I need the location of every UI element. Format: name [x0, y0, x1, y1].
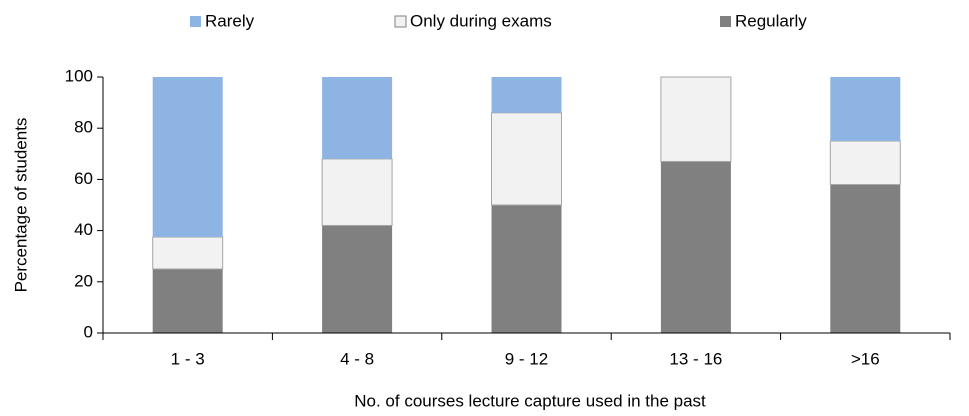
- bar-segment: [829, 140, 901, 186]
- legend-label: Regularly: [735, 11, 807, 30]
- y-tick-label: 40: [74, 220, 93, 239]
- legend-label: Only during exams: [410, 11, 552, 30]
- y-tick-label: 0: [84, 322, 93, 341]
- x-tick-label: 1 - 3: [171, 349, 205, 368]
- bar-segment: [321, 158, 393, 226]
- legend-label: Rarely: [205, 11, 255, 30]
- y-tick-label: 60: [74, 169, 93, 188]
- x-tick-label: >16: [851, 349, 880, 368]
- bar-segment: [830, 77, 901, 141]
- legend-swatch: [394, 15, 407, 28]
- bar-segment: [660, 161, 731, 333]
- y-tick-label: 100: [65, 66, 93, 85]
- x-tick-label: 9 - 12: [505, 349, 548, 368]
- bar-segment: [152, 236, 224, 270]
- legend-swatch: [190, 16, 201, 27]
- y-axis-label: Percentage of students: [11, 118, 30, 293]
- bar-segment: [491, 77, 562, 113]
- bar-segment: [491, 112, 562, 206]
- bar-segment: [322, 225, 393, 333]
- y-tick-label: 80: [74, 118, 93, 137]
- bar-segment: [491, 205, 562, 333]
- x-tick-label: 4 - 8: [340, 349, 374, 368]
- bar-segment: [152, 77, 223, 237]
- x-tick-label: 13 - 16: [669, 349, 722, 368]
- bar-segment: [322, 77, 393, 159]
- bar-segment: [660, 76, 732, 162]
- bar-segment: [830, 184, 901, 333]
- legend-swatch: [720, 16, 731, 27]
- x-axis-label: No. of courses lecture capture used in t…: [354, 391, 706, 410]
- y-tick-label: 20: [74, 271, 93, 290]
- bar-segment: [152, 269, 223, 333]
